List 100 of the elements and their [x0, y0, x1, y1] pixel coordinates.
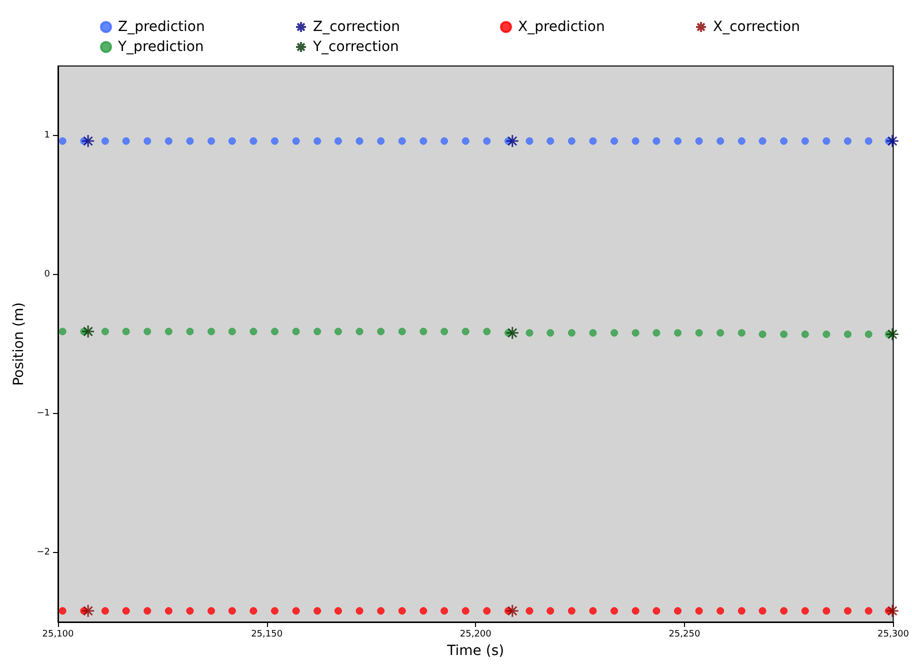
point [568, 329, 576, 337]
point [292, 137, 300, 145]
x-tick-label: 25,150 [251, 630, 283, 640]
point [314, 328, 322, 336]
point [398, 328, 406, 336]
point [844, 137, 852, 145]
point [886, 328, 900, 342]
point [250, 607, 258, 615]
point [822, 607, 830, 615]
point [864, 330, 872, 338]
point [398, 137, 406, 145]
point [864, 137, 872, 145]
point [506, 326, 520, 340]
point [58, 137, 66, 145]
point [356, 137, 364, 145]
point [780, 607, 788, 615]
point [186, 328, 194, 336]
point [632, 137, 640, 145]
y-tick-label: −2 [36, 548, 50, 558]
point [886, 134, 900, 148]
point [526, 137, 534, 145]
point [632, 607, 640, 615]
point [506, 604, 520, 618]
point [758, 607, 766, 615]
legend-label: Y_prediction [117, 39, 204, 55]
point [250, 328, 258, 336]
point [101, 607, 109, 615]
point [546, 329, 554, 337]
point [674, 137, 682, 145]
point [334, 137, 342, 145]
point [483, 328, 491, 336]
legend-label: Z_correction [313, 19, 400, 35]
y-tick-label: 0 [44, 270, 50, 280]
point [81, 134, 95, 148]
point [292, 328, 300, 336]
point [738, 607, 746, 615]
point [695, 137, 703, 145]
legend-label: Y_correction [312, 39, 399, 55]
point [738, 137, 746, 145]
point [886, 604, 900, 618]
point [144, 607, 152, 615]
point [610, 607, 618, 615]
x-tick-label: 25,100 [42, 630, 74, 640]
point [506, 134, 520, 148]
point [58, 328, 66, 336]
point [420, 137, 428, 145]
point [228, 137, 236, 145]
point [208, 137, 216, 145]
point [758, 137, 766, 145]
point [822, 330, 830, 338]
x-tick-label: 25,300 [878, 630, 910, 640]
point [420, 328, 428, 336]
point [652, 137, 660, 145]
point [440, 137, 448, 145]
point [546, 607, 554, 615]
point [801, 607, 809, 615]
point [122, 137, 130, 145]
point [208, 328, 216, 336]
point [81, 604, 95, 618]
point [674, 607, 682, 615]
point [164, 328, 172, 336]
point [101, 328, 109, 336]
point [695, 607, 703, 615]
x-tick-label: 25,200 [460, 630, 492, 640]
point [864, 607, 872, 615]
point [186, 607, 194, 615]
point [314, 137, 322, 145]
point [292, 607, 300, 615]
y-tick-label: 1 [44, 130, 50, 140]
point [716, 329, 724, 337]
point [801, 137, 809, 145]
point [674, 329, 682, 337]
point [758, 330, 766, 338]
point [462, 137, 470, 145]
point [568, 607, 576, 615]
point [822, 137, 830, 145]
point [780, 330, 788, 338]
point [801, 330, 809, 338]
x-tick-label: 25,250 [668, 630, 700, 640]
point [780, 137, 788, 145]
point [844, 607, 852, 615]
point [440, 328, 448, 336]
point [632, 329, 640, 337]
point [164, 137, 172, 145]
point [228, 328, 236, 336]
point [122, 328, 130, 336]
point [398, 607, 406, 615]
x-axis-title: Time (s) [446, 643, 504, 659]
point [695, 329, 703, 337]
point [208, 607, 216, 615]
point [334, 607, 342, 615]
point [271, 607, 278, 615]
legend-label: X_prediction [518, 19, 605, 35]
point [589, 137, 597, 145]
point [844, 330, 852, 338]
point [610, 137, 618, 145]
point [610, 329, 618, 337]
point [377, 328, 385, 336]
point [462, 607, 470, 615]
point [526, 329, 534, 337]
